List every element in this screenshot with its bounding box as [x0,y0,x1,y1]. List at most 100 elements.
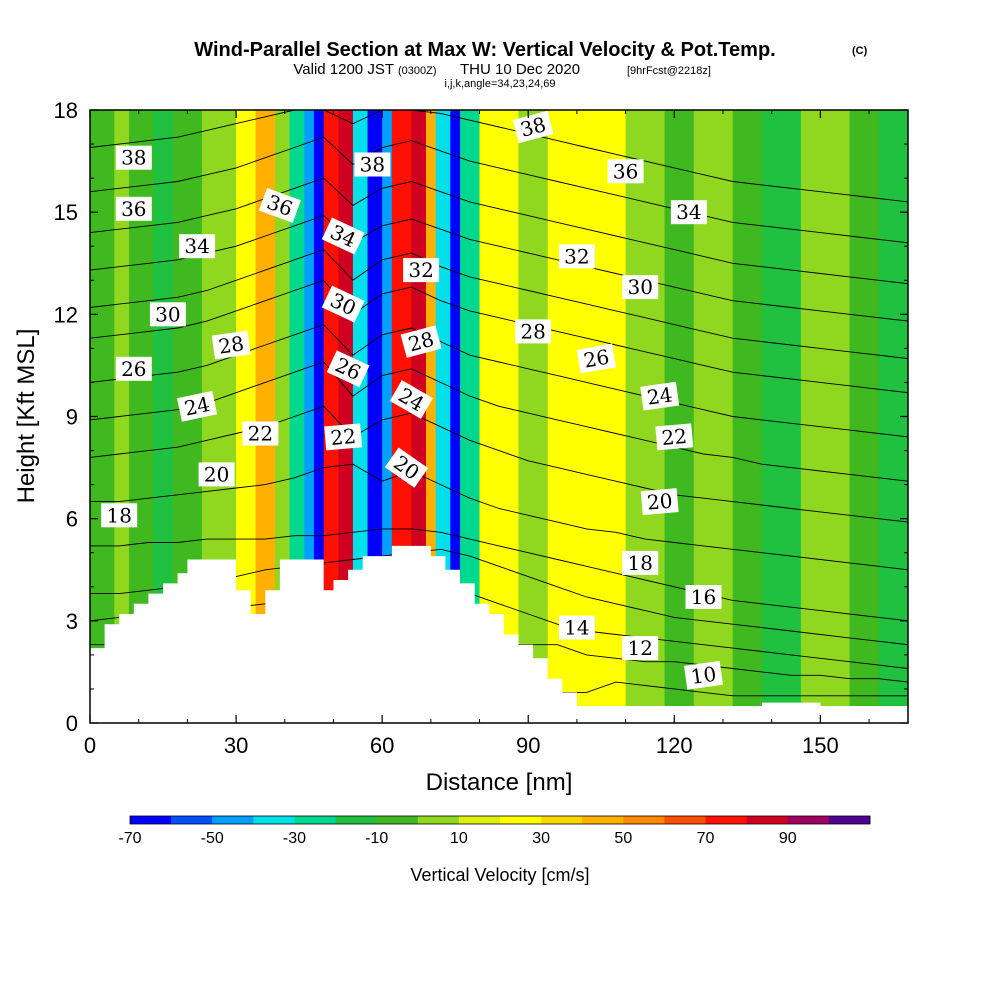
y-tick-label: 6 [66,507,78,532]
contour-label-text: 30 [155,302,180,326]
y-tick-label: 3 [66,609,78,634]
theta-contour-line [90,177,908,285]
contour-label-text: 22 [329,424,356,450]
contour-label: 34 [179,234,216,259]
contour-label: 30 [149,302,186,327]
contour-label-text: 20 [204,462,229,486]
contour-label: 22 [655,423,694,451]
contour-label: 24 [640,381,680,411]
colorbar-tick-label: -70 [118,830,141,847]
subtitle-grid-index: i,j,k,angle=34,23,24,69 [444,78,555,90]
contour-label-text: 12 [627,636,652,660]
contour-label-text: 32 [408,258,433,282]
contour-label-text: 20 [646,489,673,515]
colorbar-tick-label: 50 [614,830,632,847]
x-tick-label: 60 [370,733,394,758]
contour-label: 18 [101,503,138,528]
subtitle-date: THU 10 Dec 2020 [460,61,580,78]
contour-labels: 38 36 34 30 28 26 24 22 20 18 36 34 30 26 22 38 32 28 24 20… [101,110,723,690]
theta-contour-line [90,279,908,394]
colorbar-swatch [294,816,336,824]
colorbar-swatch [541,816,583,824]
contour-label: 22 [242,421,279,446]
colorbar: -70 -50 -30 -10 10 30 50 70 90 [118,815,871,847]
colorbar-swatch [746,816,789,824]
colorbar-swatch [171,816,213,824]
contour-label: 22 [324,423,363,451]
contour-label: 28 [211,330,251,360]
velocity-column [236,110,257,723]
contour-label-text: 26 [582,345,611,373]
theta-contour-line [90,324,908,438]
vertical-velocity-field [90,110,908,723]
contour-label: 18 [622,550,659,575]
contour-label-text: 36 [613,159,638,183]
colorbar-swatch [705,816,747,824]
x-tick-label: 30 [224,733,248,758]
velocity-column [304,110,315,723]
subtitle-utc-time: (0300Z) [398,65,437,77]
theta-contour-line [90,361,908,482]
contour-label: 12 [622,636,659,661]
contour-label-text: 24 [645,382,674,409]
colorbar-tick-label: 30 [532,830,550,847]
velocity-column [460,110,481,723]
colorbar-swatch [500,816,542,824]
velocity-column [732,110,763,723]
contour-label-text: 14 [564,616,589,640]
colorbar-tick-label: -50 [201,830,224,847]
contour-label-text: 22 [248,422,273,446]
contour-label-text: 28 [217,331,246,358]
theta-contour-line [90,463,908,571]
colorbar-swatch [417,816,460,824]
contour-label-text: 30 [627,275,652,299]
contour-label: 36 [115,196,152,221]
contour-label: 32 [558,244,595,269]
contour-label-text: 34 [676,200,701,224]
colorbar-tick-label: -30 [283,830,306,847]
contour-label: 38 [512,110,554,144]
velocity-column [800,110,851,723]
contour-label-text: 38 [121,146,146,170]
contour-label-text: 18 [627,551,652,575]
colorbar-tick-label: 70 [697,830,715,847]
contour-label: 14 [558,615,595,640]
contour-label: 28 [400,325,442,358]
x-tick-label: 90 [516,733,540,758]
contour-label-text: 34 [184,234,209,258]
colorbar-frame [129,815,871,825]
contour-label: 34 [670,200,707,225]
velocity-column [425,110,437,723]
velocity-column [153,110,174,723]
colorbar-swatch [828,816,871,824]
y-tick-label: 18 [54,98,78,123]
contour-label-text: 28 [520,319,545,343]
contour-label-text: 18 [106,503,131,527]
velocity-column [761,110,802,723]
velocity-column [625,110,666,723]
contour-label-text: 38 [360,153,385,177]
colorbar-tick-label: 10 [450,830,468,847]
contour-label: 26 [576,343,617,374]
theta-contour-line [90,136,908,244]
contour-label: 28 [515,319,552,344]
title-copyright-mark: (C) [852,45,868,57]
contour-label-text: 32 [564,244,589,268]
contour-label: 16 [685,585,722,609]
colorbar-swatch [130,816,172,824]
y-tick-label: 12 [54,302,78,327]
velocity-column [255,110,276,723]
colorbar-swatch [335,816,377,824]
y-axis-label: Height [Kft MSL] [13,329,40,504]
colorbar-swatch [458,816,501,824]
contour-label: 30 [622,275,659,300]
contour-label: 10 [684,660,723,690]
subtitle-forecast: [9hrFcst@2218z] [627,65,711,77]
contour-label-text: 24 [182,392,212,421]
contour-label-text: 22 [661,424,688,450]
velocity-column [849,110,880,723]
y-tick-label: 0 [66,711,78,736]
colorbar-swatch [253,816,295,824]
contour-label: 38 [115,145,152,170]
